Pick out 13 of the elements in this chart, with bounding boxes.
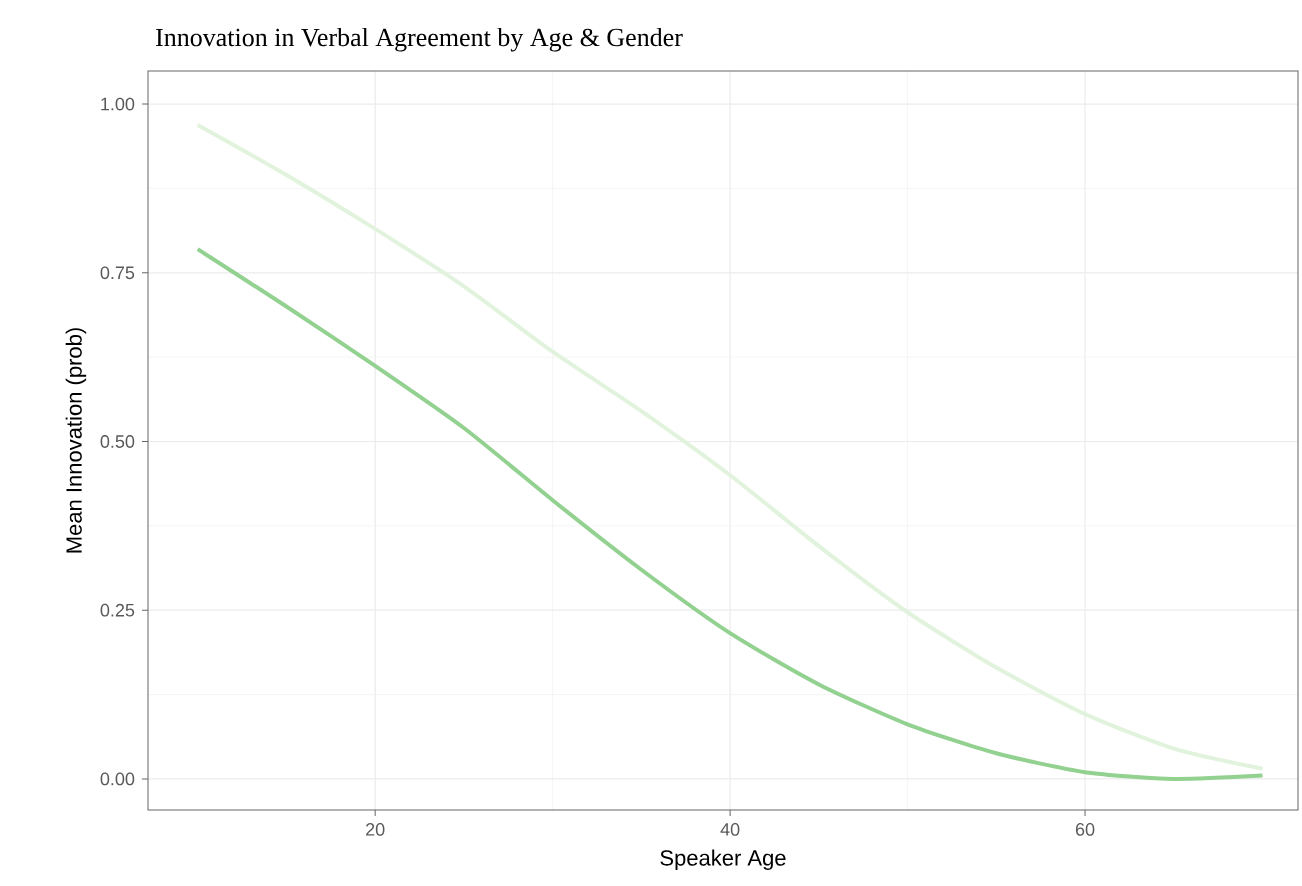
y-axis-title: Mean Innovation (prob) bbox=[65, 328, 87, 553]
y-tick-label: 0.25 bbox=[100, 603, 135, 617]
chart-title: Innovation in Verbal Agreement by Age & Gender bbox=[156, 27, 683, 52]
x-tick-label: 20 bbox=[366, 823, 385, 836]
x-axis-title: Speaker Age bbox=[660, 849, 786, 871]
y-tick-label: 1.00 bbox=[101, 97, 135, 111]
x-tick-label: 40 bbox=[720, 823, 740, 836]
y-tick-label: 0.00 bbox=[100, 772, 135, 786]
y-tick-label: 0.75 bbox=[100, 266, 135, 280]
line-series bbox=[195, 247, 1265, 781]
line-series bbox=[195, 122, 1265, 771]
x-tick-label: 60 bbox=[1075, 823, 1095, 836]
y-tick-label: 0.50 bbox=[100, 435, 135, 448]
